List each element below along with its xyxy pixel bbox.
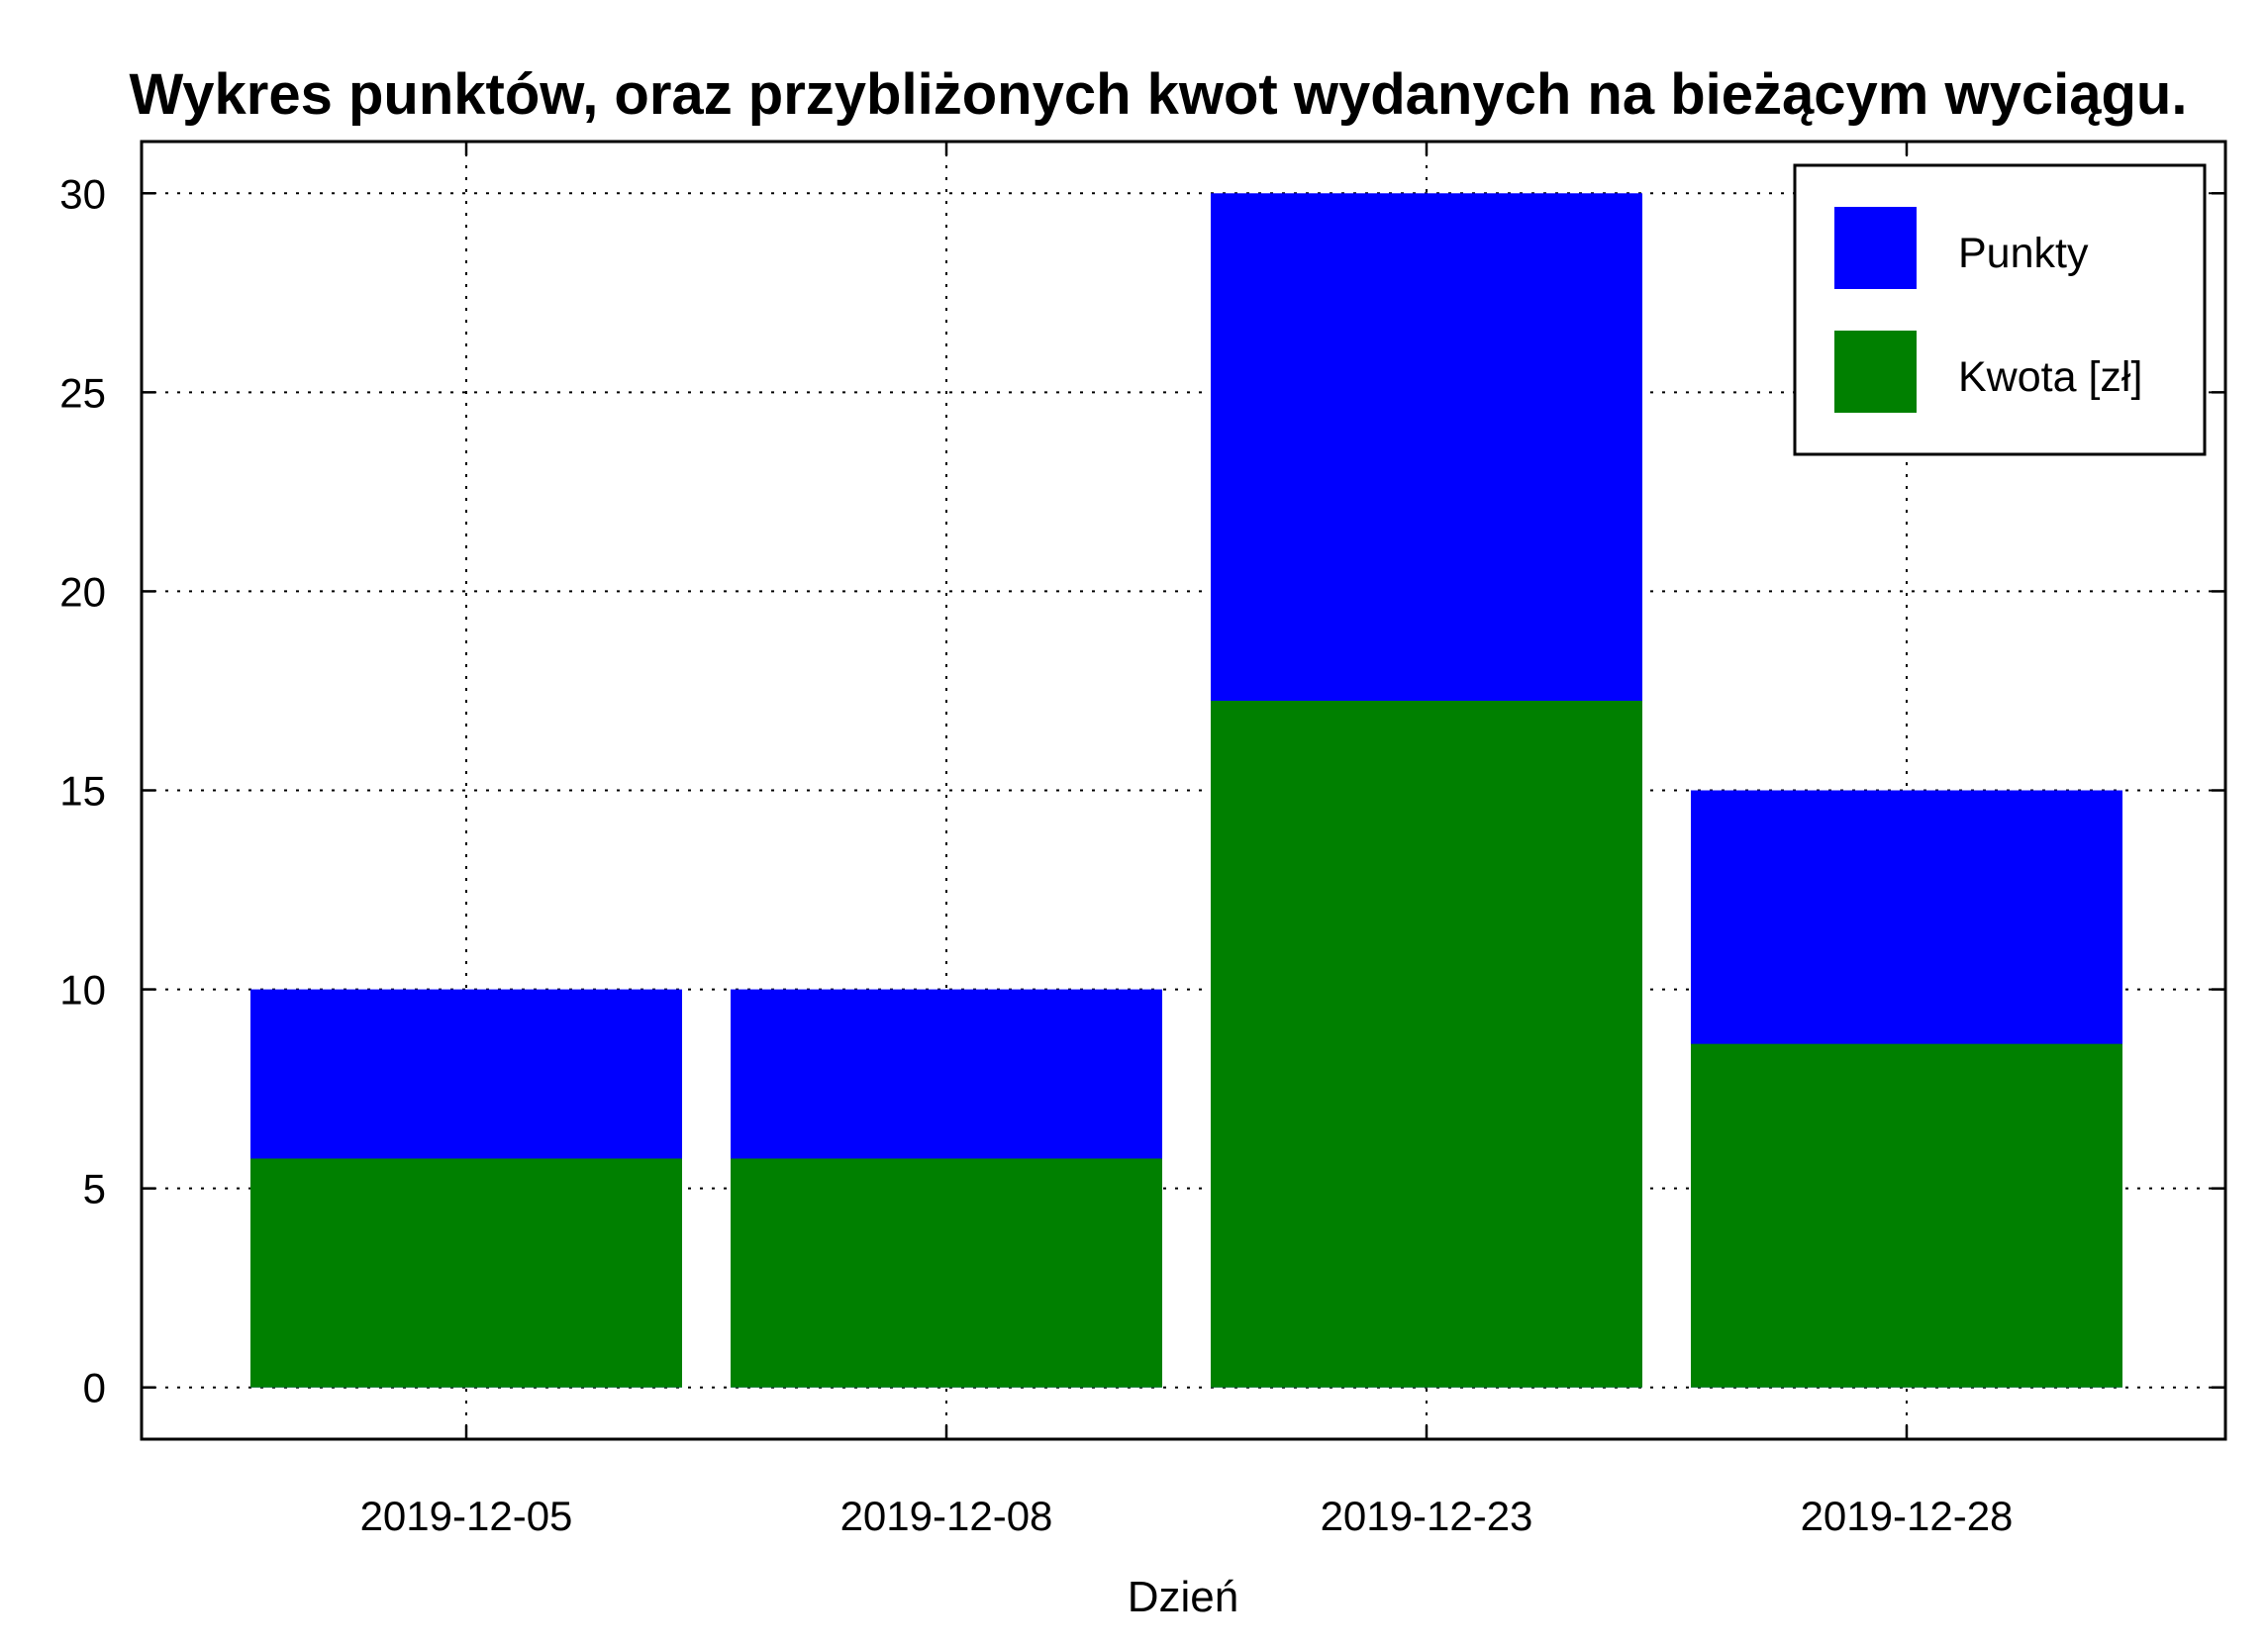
chart-title: Wykres punktów, oraz przybliżonych kwot … — [130, 62, 2188, 127]
x-tick-label: 2019-12-05 — [360, 1493, 573, 1539]
y-tick-label: 15 — [59, 768, 106, 815]
y-tick-label: 5 — [83, 1166, 106, 1212]
x-tick-label: 2019-12-23 — [1321, 1493, 1533, 1539]
bars — [250, 193, 2122, 1388]
legend-label-kwota: Kwota [zł] — [1958, 353, 2142, 401]
y-tick-label: 20 — [59, 568, 106, 615]
legend: Punkty Kwota [zł] — [1793, 163, 2207, 456]
y-tick-label: 25 — [59, 369, 106, 416]
legend-swatch-punkty — [1834, 207, 1917, 289]
x-tick-label: 2019-12-28 — [1801, 1493, 2014, 1539]
y-tick-label: 0 — [83, 1365, 106, 1411]
x-axis-label: Dzień — [1128, 1573, 1239, 1621]
bar-kwota-2019-12-05 — [250, 1158, 682, 1388]
bar-kwota-2019-12-23 — [1211, 701, 1642, 1388]
ticks: 0 5 10 15 20 25 30 2019-12-05 2019-12-08 2019-12-… — [59, 142, 2225, 1539]
y-tick-label: 30 — [59, 170, 106, 217]
legend-label-punkty: Punkty — [1958, 230, 2089, 277]
y-tick-label: 10 — [59, 967, 106, 1014]
bar-kwota-2019-12-08 — [731, 1158, 1162, 1388]
bar-kwota-2019-12-28 — [1691, 1043, 2122, 1388]
x-tick-label: 2019-12-08 — [840, 1493, 1053, 1539]
legend-swatch-kwota — [1834, 331, 1917, 413]
